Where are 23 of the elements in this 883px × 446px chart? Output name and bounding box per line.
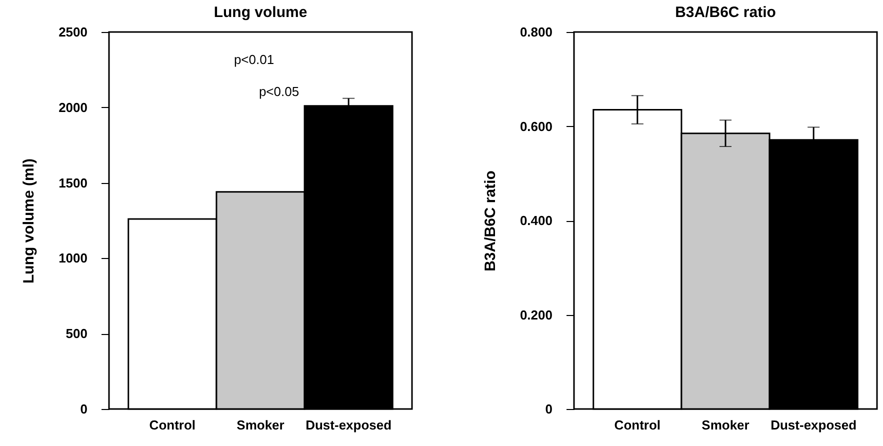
y-tick-label: 0.400	[520, 213, 552, 228]
y-axis-title: Lung volume (ml)	[20, 158, 38, 284]
y-tick-label: 0.200	[520, 307, 552, 322]
y-tick-label: 0	[80, 402, 88, 416]
y-tick-label: 500	[66, 326, 88, 342]
x-tick-label: Smoker	[236, 418, 284, 432]
y-tick-label: 0.600	[520, 118, 552, 134]
y-tick-label: 2500	[58, 24, 88, 40]
y-tick-label: 2000	[58, 100, 88, 115]
x-tick-label: Control	[149, 418, 196, 432]
x-tick-label: Dust-exposed	[770, 418, 857, 432]
y-tick-label: 0.800	[520, 24, 552, 40]
y-tick-label: 0	[545, 402, 552, 416]
x-tick-label: Control	[614, 418, 661, 432]
chart-title: B3A/B6C ratio	[675, 4, 776, 21]
y-tick-label: 1000	[58, 250, 88, 266]
x-tick-label: Smoker	[702, 418, 750, 432]
y-axis-title: B3A/B6C ratio	[482, 170, 499, 272]
chart-title: Lung volume	[214, 4, 308, 21]
annotation: p<0.01	[234, 52, 274, 67]
y-tick-label: 1500	[58, 175, 88, 190]
annotation: p<0.05	[258, 84, 300, 99]
x-tick-label: Dust-exposed	[306, 418, 392, 432]
